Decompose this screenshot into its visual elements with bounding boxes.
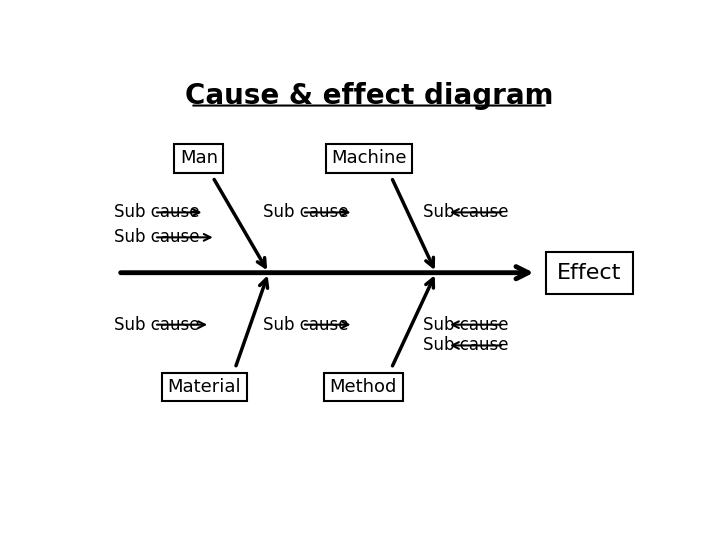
Text: Sub cause: Sub cause	[114, 204, 199, 221]
Text: Machine: Machine	[331, 150, 407, 167]
Text: Method: Method	[330, 378, 397, 396]
Text: Sub cause: Sub cause	[114, 228, 199, 246]
Text: Effect: Effect	[557, 262, 621, 283]
Text: Material: Material	[168, 378, 241, 396]
Text: Sub cause: Sub cause	[263, 316, 348, 334]
Text: Sub cause: Sub cause	[263, 204, 348, 221]
Text: Sub cause: Sub cause	[114, 316, 199, 334]
Text: Sub cause: Sub cause	[423, 204, 508, 221]
Text: Cause & effect diagram: Cause & effect diagram	[185, 82, 553, 110]
Text: Sub cause: Sub cause	[423, 316, 508, 334]
Text: Sub cause: Sub cause	[423, 336, 508, 354]
Text: Man: Man	[180, 150, 218, 167]
